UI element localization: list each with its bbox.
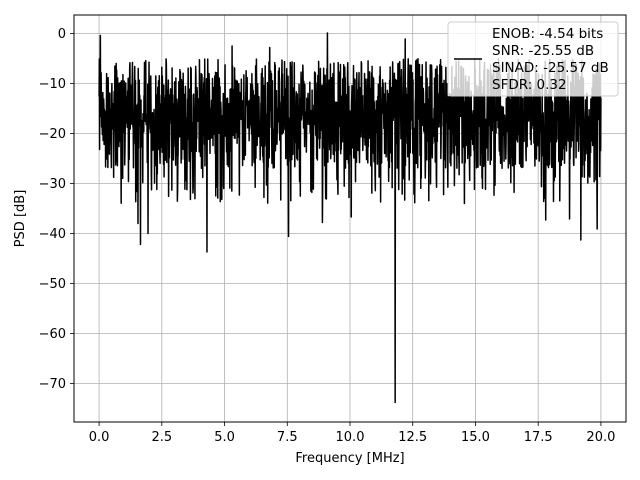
y-tick-label: 0 xyxy=(58,27,66,42)
y-tick-label: −30 xyxy=(39,177,66,192)
y-tick-label: −20 xyxy=(39,127,66,142)
x-tick-label: 10.0 xyxy=(336,430,365,445)
series-psd xyxy=(98,32,602,404)
legend-entry-snr: SNR: -25.55 dB xyxy=(492,43,594,59)
x-axis-label: Frequency [MHz] xyxy=(295,451,404,466)
x-axis: 0.0 2.5 5.0 7.5 10.0 12.5 15.0 17.5 20.0 xyxy=(89,422,615,445)
legend-box xyxy=(447,21,619,97)
x-tick-label: 5.0 xyxy=(214,430,235,445)
x-tick-label: 2.5 xyxy=(151,430,172,445)
legend: ENOB: -4.54 bits SNR: -25.55 dB SINAD: -… xyxy=(447,21,619,97)
x-tick-label: 7.5 xyxy=(277,430,298,445)
y-tick-label: −50 xyxy=(39,277,66,292)
y-tick-label: −60 xyxy=(39,327,66,342)
y-tick-label: −40 xyxy=(39,227,66,242)
legend-entry-sinad: SINAD: -25.57 dB xyxy=(492,60,609,76)
x-tick-label: 0.0 xyxy=(89,430,110,445)
x-tick-label: 15.0 xyxy=(461,430,490,445)
y-tick-label: −70 xyxy=(39,377,66,392)
x-tick-label: 17.5 xyxy=(524,430,553,445)
x-tick-label: 12.5 xyxy=(398,430,427,445)
x-tick-label: 20.0 xyxy=(586,430,615,445)
y-tick-label: −10 xyxy=(39,77,66,92)
legend-entry-sfdr: SFDR: 0.32 xyxy=(492,77,567,93)
psd-trace-line xyxy=(98,32,602,404)
y-axis: 0 −10 −20 −30 −40 −50 −60 −70 xyxy=(39,27,74,392)
y-axis-label: PSD [dB] xyxy=(13,190,28,248)
legend-entry-enob: ENOB: -4.54 bits xyxy=(492,26,603,42)
